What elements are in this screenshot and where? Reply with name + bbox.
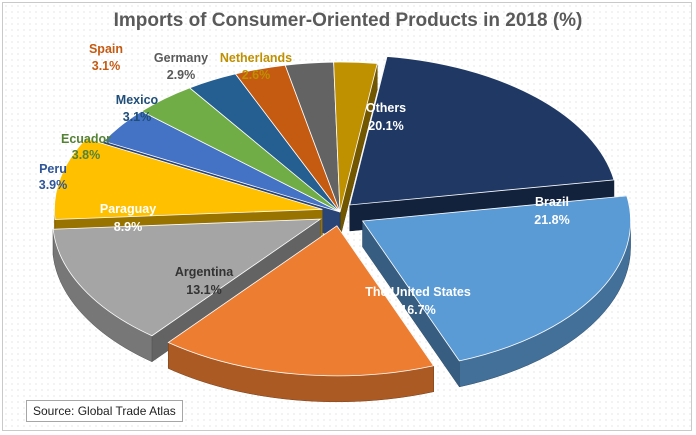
slice-label-spain: Spain [89, 42, 123, 56]
slice-the-united-states [167, 225, 435, 377]
slice-value-brazil: 21.8% [534, 213, 569, 227]
slice-value-netherlands: 2.6% [242, 68, 271, 82]
slice-label-the-united-states: The United States [365, 285, 471, 299]
slice-value-others: 20.1% [368, 119, 403, 133]
slice-value-spain: 3.1% [92, 59, 121, 73]
slice-value-germany: 2.9% [167, 68, 196, 82]
slice-label-others: Others [366, 101, 406, 115]
slice-netherlands [333, 61, 378, 213]
slice-value-peru: 3.9% [39, 178, 68, 192]
slice-label-germany: Germany [154, 51, 208, 65]
slice-label-mexico: Mexico [116, 93, 159, 107]
slice-label-netherlands: Netherlands [220, 51, 292, 65]
slice-label-peru: Peru [39, 162, 67, 176]
slice-value-mexico: 3.1% [123, 110, 152, 124]
slice-value-argentina: 13.1% [186, 283, 221, 297]
slice-label-paraguay: Paraguay [100, 202, 156, 216]
slice-brazil [361, 195, 631, 362]
slice-value-the-united-states: 16.7% [400, 303, 435, 317]
source-note: Source: Global Trade Atlas [26, 400, 183, 422]
slice-paraguay [54, 138, 323, 220]
slice-label-argentina: Argentina [175, 265, 234, 279]
slice-value-paraguay: 8.9% [114, 220, 143, 234]
slice-label-ecuador: Ecuador [61, 132, 111, 146]
slice-argentina [52, 218, 322, 337]
chart-title: Imports of Consumer-Oriented Products in… [113, 10, 583, 31]
slice-value-ecuador: 3.8% [72, 148, 101, 162]
slice-label-brazil: Brazil [535, 195, 569, 209]
slice-others [349, 56, 615, 206]
